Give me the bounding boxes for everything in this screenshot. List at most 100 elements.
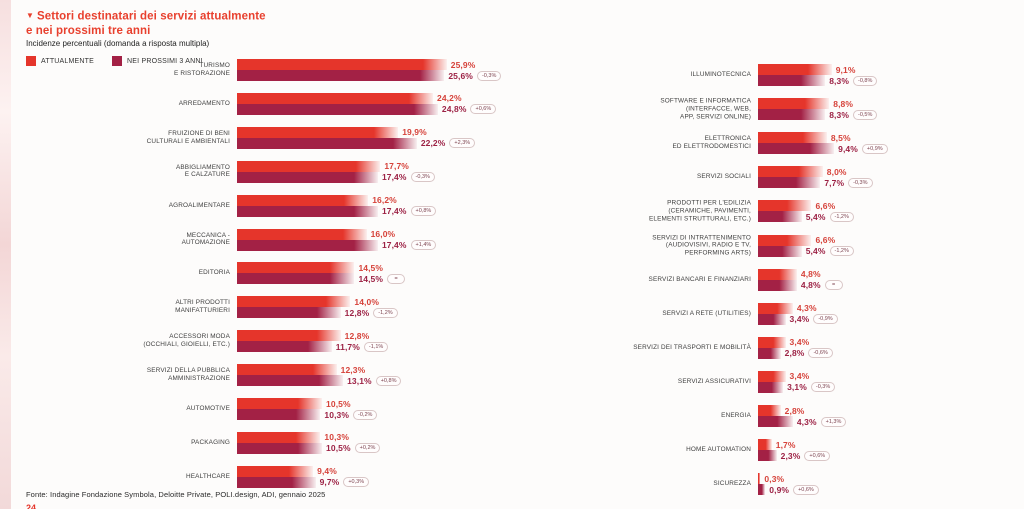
sector-label: PRODOTTI PER L'EDILIZIA (CERAMICHE, PAVI… bbox=[648, 199, 751, 223]
sector-label: SERVIZI A RETE (UTILITIES) bbox=[662, 309, 751, 317]
value-next: 25,6% bbox=[448, 70, 473, 81]
sector-row: SERVIZI DI INTRATTENIMENTO (AUDIOVISIVI,… bbox=[652, 234, 1024, 257]
bar-next bbox=[758, 347, 781, 359]
sector-label: AUTOMOTIVE bbox=[186, 405, 230, 413]
value-current: 9,1% bbox=[835, 64, 856, 75]
sector-label: SERVIZI BANCARI E FINANZIARI bbox=[648, 275, 751, 283]
value-next: 17,4% bbox=[381, 240, 407, 250]
value-current: 4,8% bbox=[800, 269, 821, 280]
sector-label: AGROALIMENTARE bbox=[168, 201, 230, 209]
value-next: 17,4% bbox=[381, 172, 407, 183]
sector-row: SOFTWARE E INFORMATICA (INTERFACCE, WEB,… bbox=[660, 97, 1024, 121]
sector-row: FRUIZIONE DI BENI CULTURALI E AMBIENTALI… bbox=[147, 126, 517, 149]
value-next: 3,4% bbox=[789, 314, 810, 325]
legend: ATTUALMENTE NEI PROSSIMI 3 ANNI bbox=[26, 56, 203, 66]
bar-current bbox=[237, 398, 323, 409]
value-next: 24,8% bbox=[441, 104, 467, 115]
bar-next bbox=[758, 245, 802, 257]
bar-current bbox=[237, 160, 381, 172]
sector-label: TURISMO E RISTORAZIONE bbox=[174, 62, 230, 77]
sector-label: ILLUMINOTECNICA bbox=[690, 71, 751, 79]
value-next: 9,7% bbox=[319, 477, 340, 488]
value-current: 0,3% bbox=[764, 473, 785, 484]
delta-badge: +0,9% bbox=[861, 143, 888, 154]
legend-label-next: NEI PROSSIMI 3 ANNI bbox=[127, 57, 203, 65]
value-next: 7,7% bbox=[824, 177, 845, 188]
delta-badge: -1,2% bbox=[373, 307, 398, 318]
sector-row: SERVIZI DEI TRASPORTI E MOBILITÀ 3,4% 2,… bbox=[633, 336, 1024, 359]
bar-next bbox=[237, 171, 378, 183]
sector-row: ELETTRONICA ED ELETTRODOMESTICI 8,5% 9,4… bbox=[673, 132, 1024, 155]
sector-row: HOME AUTOMATION 1,7% 2,3% +0,6% bbox=[686, 439, 1024, 462]
value-current: 19,9% bbox=[402, 127, 427, 138]
bar-current bbox=[237, 194, 369, 206]
delta-badge: -0,5% bbox=[853, 109, 878, 120]
value-next: 10,5% bbox=[326, 443, 351, 454]
sector-label: ARREDAMENTO bbox=[178, 99, 230, 107]
value-next: 8,3% bbox=[829, 109, 849, 120]
sector-row: ABBIGLIAMENTO E CALZATURE 17,7% 17,4% -0… bbox=[176, 160, 517, 183]
bar-next bbox=[237, 137, 417, 149]
bar-next bbox=[237, 205, 378, 217]
source-note: Fonte: Indagine Fondazione Symbola, Delo… bbox=[26, 490, 326, 499]
value-next: 9,4% bbox=[838, 143, 858, 154]
title-line1: Settori destinatari dei servizi attualme… bbox=[37, 10, 266, 23]
value-current: 24,2% bbox=[437, 93, 462, 104]
sector-row: PACKAGING 10,3% 10,5% +0,2% bbox=[191, 431, 517, 454]
delta-badge: +0,6% bbox=[470, 104, 497, 115]
sector-label: ALTRI PRODOTTI MANIFATTURIERI bbox=[175, 299, 230, 315]
sector-label: ACCESSORI MODA (OCCHIALI, GIOIELLI, ETC.… bbox=[143, 333, 230, 349]
bar-next bbox=[237, 476, 316, 488]
sector-label: SERVIZI SOCIALI bbox=[697, 173, 751, 181]
bar-current bbox=[758, 234, 812, 246]
sector-row: MECCANICA - AUTOMAZIONE 16,0% 17,4% +1,4… bbox=[182, 228, 517, 251]
value-current: 25,9% bbox=[450, 59, 476, 70]
sector-row: ACCESSORI MODA (OCCHIALI, GIOIELLI, ETC.… bbox=[143, 330, 517, 353]
delta-badge: +0,3% bbox=[343, 477, 370, 488]
bar-current bbox=[758, 166, 823, 178]
sector-label: ENERGIA bbox=[721, 412, 751, 420]
value-next: 5,4% bbox=[805, 211, 826, 222]
legend-label-current: ATTUALMENTE bbox=[41, 57, 95, 65]
delta-badge: +1,3% bbox=[820, 416, 847, 427]
delta-badge: = bbox=[387, 273, 406, 284]
value-next: 11,7% bbox=[335, 341, 360, 352]
bar-next bbox=[758, 381, 784, 393]
bar-next bbox=[237, 442, 323, 454]
value-current: 3,4% bbox=[789, 371, 810, 382]
title-line2: e nei prossimi tre anni bbox=[26, 24, 151, 37]
bar-next bbox=[237, 341, 332, 353]
sector-label: ELETTRONICA ED ELETTRODOMESTICI bbox=[672, 135, 751, 151]
value-current: 14,0% bbox=[354, 296, 379, 307]
delta-badge: +0,2% bbox=[354, 443, 381, 454]
bar-current bbox=[758, 336, 786, 348]
page-number: 24 bbox=[26, 503, 37, 509]
value-next: 2,8% bbox=[784, 348, 805, 359]
bar-current bbox=[237, 92, 434, 104]
value-next: 4,8% bbox=[800, 280, 821, 291]
delta-badge: +0,8% bbox=[410, 206, 437, 217]
delta-badge: +0,6% bbox=[793, 484, 819, 495]
legend-swatch-current bbox=[26, 56, 36, 66]
legend-swatch-next bbox=[112, 56, 123, 66]
sector-row: SICUREZZA 0,3% 0,9% +0,6% bbox=[713, 473, 1024, 496]
sector-label: HEALTHCARE bbox=[186, 472, 230, 480]
sector-row: SERVIZI BANCARI E FINANZIARI 4,8% 4,8% = bbox=[649, 268, 1024, 291]
value-current: 12,3% bbox=[340, 364, 366, 375]
sector-row: SERVIZI A RETE (UTILITIES) 4,3% 3,4% -0,… bbox=[662, 302, 1024, 325]
value-current: 8,8% bbox=[833, 98, 854, 109]
bar-next bbox=[758, 109, 826, 121]
value-next: 10,3% bbox=[324, 409, 350, 420]
bar-current bbox=[758, 473, 761, 485]
sector-label: SERVIZI DEI TRASPORTI E MOBILITÀ bbox=[633, 343, 751, 351]
bar-next bbox=[237, 307, 341, 319]
bar-current bbox=[758, 370, 786, 382]
sector-row: HEALTHCARE 9,4% 9,7% +0,3% bbox=[186, 465, 517, 488]
bar-next bbox=[758, 450, 777, 462]
bar-next bbox=[237, 273, 355, 285]
value-next: 2,3% bbox=[780, 450, 801, 461]
bar-next bbox=[758, 484, 766, 496]
bar-current bbox=[237, 262, 355, 274]
delta-badge: -0,6% bbox=[808, 348, 833, 359]
bar-current bbox=[758, 98, 830, 110]
